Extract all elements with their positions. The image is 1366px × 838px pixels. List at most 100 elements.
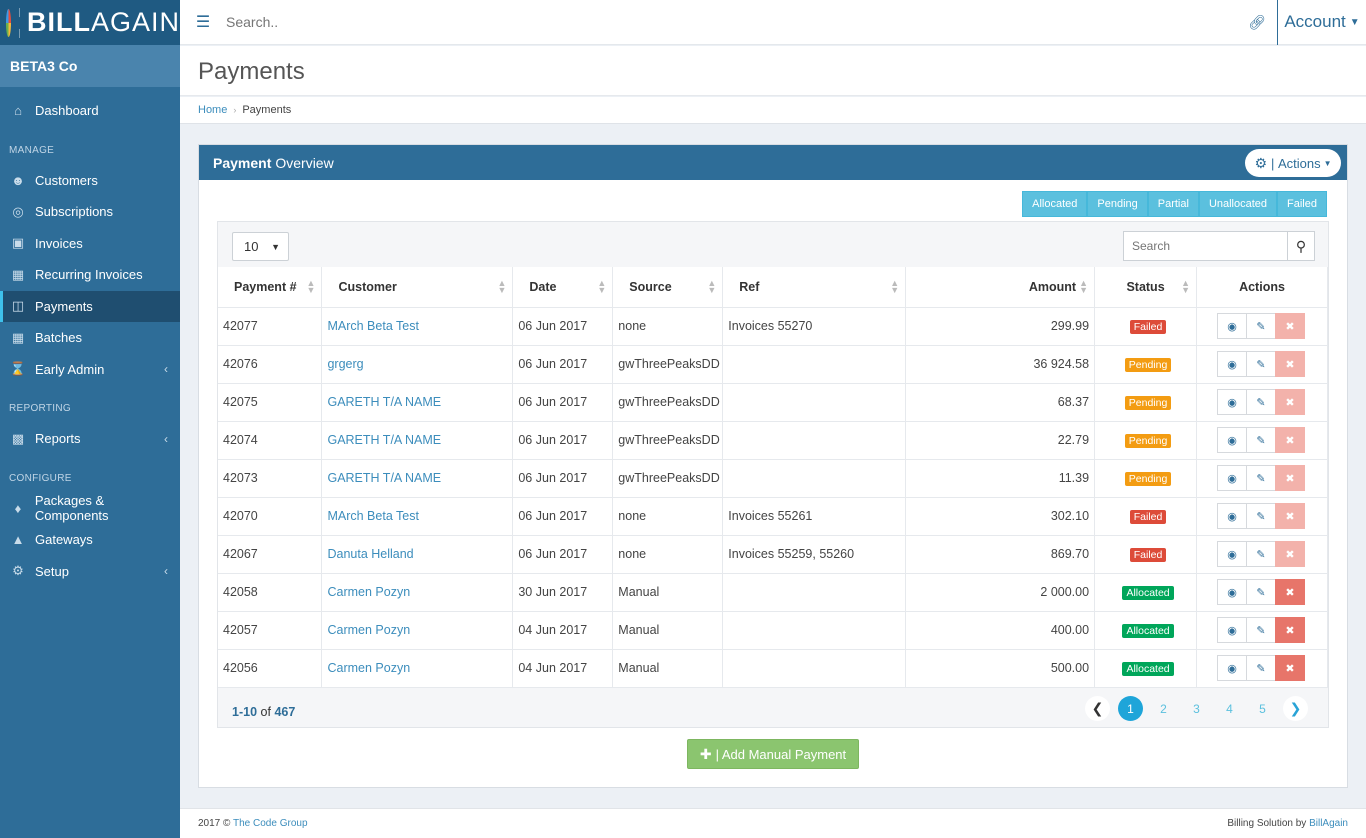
- edit-pencil-icon[interactable]: ✎: [1246, 313, 1277, 339]
- delete-x-icon[interactable]: ✖: [1275, 351, 1306, 377]
- cell-customer[interactable]: MArch Beta Test: [321, 307, 514, 346]
- sidebar-item-subscriptions[interactable]: ◎ Subscriptions: [0, 196, 180, 228]
- add-manual-payment-button[interactable]: ✚ | Add Manual Payment: [687, 739, 859, 769]
- sidebar-item-gateways[interactable]: ▲ Gateways: [11, 532, 93, 548]
- logo[interactable]: BILLAGAIN: [0, 0, 180, 45]
- page-number[interactable]: 4: [1226, 701, 1233, 716]
- actions-button[interactable]: ⚙ | Actions ▼: [1245, 149, 1341, 177]
- table-row[interactable]: 42075 GARETH T/A NAME 06 Jun 2017 gwThreePe…: [218, 383, 1328, 422]
- sidebar-item-packages[interactable]: ♦ Packages & Components: [0, 493, 180, 525]
- view-eye-icon[interactable]: ◉: [1217, 351, 1248, 377]
- page-size-select[interactable]: 10 ▼: [232, 232, 289, 261]
- cell-customer[interactable]: GARETH T/A NAME: [321, 459, 514, 498]
- edit-pencil-icon[interactable]: ✎: [1246, 351, 1277, 377]
- table-row[interactable]: 42074 GARETH T/A NAME 06 Jun 2017 gwThreePe…: [218, 421, 1328, 460]
- sidebar-item-reports[interactable]: ▩ Reports ‹: [11, 430, 168, 447]
- table-row[interactable]: 42067 Danuta Helland 06 Jun 2017 none Invoic…: [218, 535, 1328, 574]
- cell-customer[interactable]: grgerg: [321, 345, 514, 384]
- view-eye-icon[interactable]: ◉: [1217, 427, 1248, 453]
- footer-company-link[interactable]: The Code Group: [233, 818, 308, 829]
- filter-pending-button[interactable]: Pending: [1087, 191, 1148, 217]
- sidebar-item-recurring-invoices[interactable]: ▦ Recurring Invoices: [11, 266, 143, 283]
- view-eye-icon[interactable]: ◉: [1217, 655, 1248, 681]
- sidebar-item-setup[interactable]: ⚙ Setup ‹: [0, 556, 180, 588]
- cell-date: 06 Jun 2017: [512, 421, 614, 460]
- delete-x-icon[interactable]: ✖: [1275, 617, 1306, 643]
- column-header[interactable]: Ref ▲ ▼: [722, 267, 907, 308]
- hourglass-icon: ⌛: [9, 361, 27, 377]
- table-row[interactable]: 42073 GARETH T/A NAME 06 Jun 2017 gwThreePe…: [218, 459, 1328, 498]
- sidebar-item-invoices[interactable]: ▣ Invoices: [11, 235, 83, 251]
- page-number[interactable]: 3: [1193, 701, 1200, 716]
- view-eye-icon[interactable]: ◉: [1217, 541, 1248, 567]
- cell-customer[interactable]: Carmen Pozyn: [321, 573, 514, 612]
- edit-pencil-icon[interactable]: ✎: [1246, 617, 1277, 643]
- delete-x-icon[interactable]: ✖: [1275, 541, 1306, 567]
- sidebar-item-payments[interactable]: ◫ Payments: [0, 290, 180, 322]
- sidebar-item-batches[interactable]: ▦ Batches: [11, 329, 82, 346]
- edit-pencil-icon[interactable]: ✎: [1246, 465, 1277, 491]
- column-header[interactable]: Payment # ▲ ▼: [218, 267, 323, 308]
- chevron-right-icon[interactable]: ❯: [1283, 696, 1308, 721]
- sidebar-item-dashboard[interactable]: ⌂ Dashboard: [0, 95, 180, 127]
- column-header[interactable]: Source ▲ ▼: [612, 267, 724, 308]
- view-eye-icon[interactable]: ◉: [1217, 579, 1248, 605]
- filter-allocated-button[interactable]: Allocated: [1022, 191, 1088, 217]
- edit-pencil-icon[interactable]: ✎: [1246, 579, 1277, 605]
- filter-failed-button[interactable]: Failed: [1277, 191, 1327, 217]
- edit-pencil-icon[interactable]: ✎: [1246, 541, 1277, 567]
- cell-customer[interactable]: Carmen Pozyn: [321, 611, 514, 650]
- search-icon[interactable]: ⚲: [1287, 232, 1314, 260]
- cell-customer[interactable]: Carmen Pozyn: [321, 649, 514, 688]
- table-row[interactable]: 42057 Carmen Pozyn 04 Jun 2017 Manual 400.00…: [218, 611, 1328, 650]
- chevron-left-icon[interactable]: ❮: [1085, 696, 1110, 721]
- delete-x-icon[interactable]: ✖: [1275, 465, 1306, 491]
- global-search-input[interactable]: [226, 14, 1237, 30]
- cell-customer[interactable]: Danuta Helland: [321, 535, 514, 574]
- view-eye-icon[interactable]: ◉: [1217, 389, 1248, 415]
- page-number[interactable]: 1: [1118, 696, 1143, 721]
- delete-x-icon[interactable]: ✖: [1275, 655, 1306, 681]
- filter-partial-button[interactable]: Partial: [1147, 191, 1199, 217]
- filter-unallocated-button[interactable]: Unallocated: [1198, 191, 1278, 217]
- cell-amount: 500.00: [905, 649, 1096, 688]
- delete-x-icon[interactable]: ✖: [1275, 427, 1306, 453]
- column-header[interactable]: Amount ▲ ▼: [905, 267, 1096, 308]
- column-header[interactable]: Status ▲ ▼: [1094, 267, 1198, 308]
- sidebar-item-early-admin[interactable]: ⌛ Early Admin ‹: [9, 361, 168, 377]
- view-eye-icon[interactable]: ◉: [1217, 617, 1248, 643]
- menu-toggle-icon[interactable]: ☰: [195, 14, 211, 31]
- link-icon[interactable]: 🔗︎: [1248, 13, 1266, 30]
- table-row[interactable]: 42058 Carmen Pozyn 30 Jun 2017 Manual 2 000.…: [218, 573, 1328, 612]
- page-number[interactable]: 5: [1259, 701, 1266, 716]
- edit-pencil-icon[interactable]: ✎: [1246, 389, 1277, 415]
- breadcrumb-home[interactable]: Home: [198, 104, 228, 116]
- delete-x-icon[interactable]: ✖: [1275, 579, 1306, 605]
- cell-customer[interactable]: MArch Beta Test: [321, 497, 514, 536]
- delete-x-icon[interactable]: ✖: [1275, 313, 1306, 339]
- edit-pencil-icon[interactable]: ✎: [1246, 427, 1277, 453]
- view-eye-icon[interactable]: ◉: [1217, 313, 1248, 339]
- table-row[interactable]: 42077 MArch Beta Test 06 Jun 2017 none Invoi…: [218, 307, 1328, 346]
- edit-pencil-icon[interactable]: ✎: [1246, 655, 1277, 681]
- cell-date: 04 Jun 2017: [512, 611, 614, 650]
- column-header[interactable]: Actions: [1196, 267, 1328, 308]
- page-number[interactable]: 2: [1160, 701, 1167, 716]
- grid-search-input[interactable]: [1124, 232, 1287, 260]
- cell-customer[interactable]: GARETH T/A NAME: [321, 421, 514, 460]
- view-eye-icon[interactable]: ◉: [1217, 465, 1248, 491]
- account-menu[interactable]: Account ▼: [1277, 0, 1366, 45]
- column-header[interactable]: Date ▲ ▼: [512, 267, 614, 308]
- sidebar-item-customers[interactable]: ☻ Customers: [11, 172, 98, 188]
- footer-brand-link[interactable]: BillAgain: [1309, 818, 1348, 829]
- edit-pencil-icon[interactable]: ✎: [1246, 503, 1277, 529]
- cell-actions: ◉ ✎ ✖: [1196, 307, 1328, 346]
- view-eye-icon[interactable]: ◉: [1217, 503, 1248, 529]
- cell-customer[interactable]: GARETH T/A NAME: [321, 383, 514, 422]
- delete-x-icon[interactable]: ✖: [1275, 389, 1306, 415]
- table-row[interactable]: 42070 MArch Beta Test 06 Jun 2017 none Invoi…: [218, 497, 1328, 536]
- table-row[interactable]: 42076 grgerg 06 Jun 2017 gwThreePeaksDD 36 9…: [218, 345, 1328, 384]
- delete-x-icon[interactable]: ✖: [1275, 503, 1306, 529]
- column-header[interactable]: Customer ▲ ▼: [321, 267, 514, 308]
- table-row[interactable]: 42056 Carmen Pozyn 04 Jun 2017 Manual 500.00…: [218, 649, 1328, 688]
